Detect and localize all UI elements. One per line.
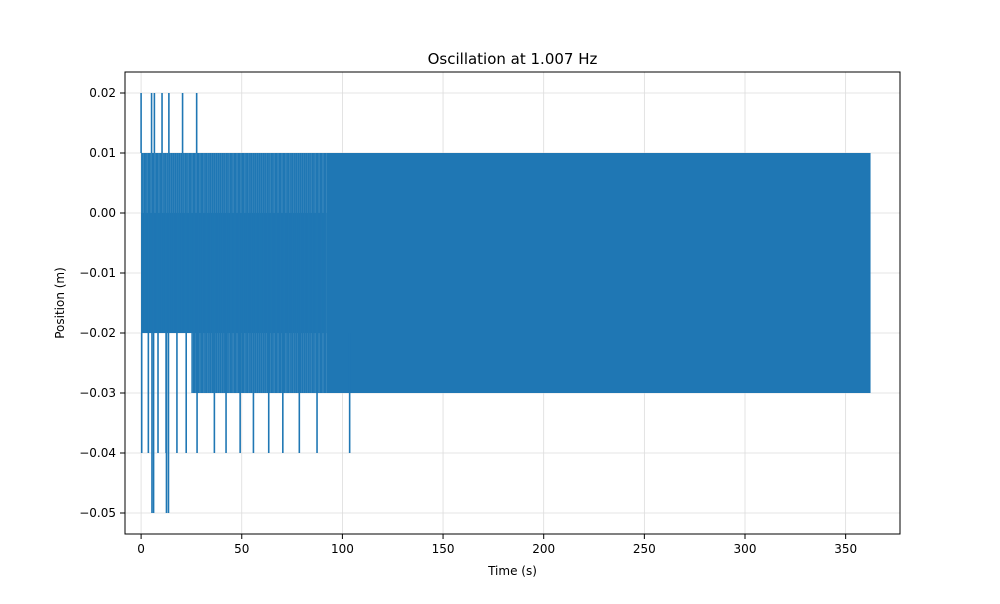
x-axis-label: Time (s) [487,564,537,578]
x-tick-label-6: 300 [734,542,757,556]
y-tick-label-3: −0.01 [79,266,116,280]
x-tick-label-5: 250 [633,542,656,556]
y-tick-label-4: −0.02 [79,326,116,340]
chart-title: Oscillation at 1.007 Hz [428,50,598,68]
x-tick-label-2: 100 [331,542,354,556]
x-tick-label-1: 50 [234,542,249,556]
series-layer [140,93,871,513]
y-tick-label-0: 0.02 [89,86,116,100]
x-tick-label-3: 150 [432,542,455,556]
y-tick-label-5: −0.03 [79,386,116,400]
x-tick-label-0: 0 [137,542,145,556]
y-tick-label-1: 0.01 [89,146,116,160]
tick-layer: 0 50 100 150 200 250 300 350 0.02 0.01 0.00 −0.01 −0… [79,86,857,556]
y-tick-label-6: −0.04 [79,446,116,460]
y-tick-label-7: −0.05 [79,506,116,520]
plot-frame [124,71,901,535]
x-tick-label-4: 200 [532,542,555,556]
series-steady-band [326,153,870,393]
x-tick-label-7: 350 [834,542,857,556]
y-tick-label-2: 0.00 [89,206,116,220]
y-axis-label: Position (m) [53,267,67,339]
